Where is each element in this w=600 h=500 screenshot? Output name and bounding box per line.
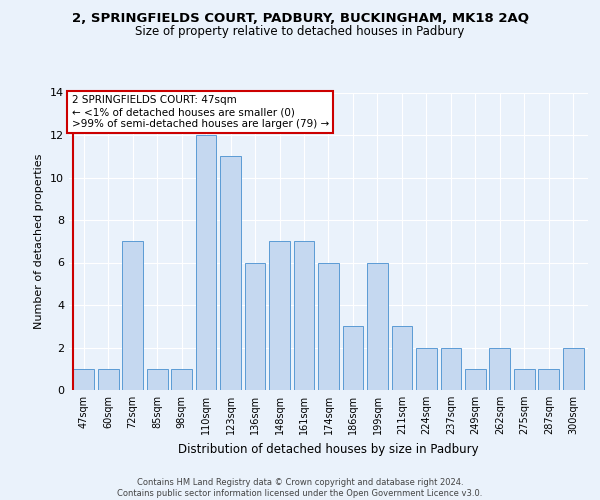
Text: 2 SPRINGFIELDS COURT: 47sqm
← <1% of detached houses are smaller (0)
>99% of sem: 2 SPRINGFIELDS COURT: 47sqm ← <1% of det… (71, 96, 329, 128)
Bar (392, 326, 412, 390)
Bar (440, 348, 461, 390)
Text: Contains HM Land Registry data © Crown copyright and database right 2024.
Contai: Contains HM Land Registry data © Crown c… (118, 478, 482, 498)
Text: 2, SPRINGFIELDS COURT, PADBURY, BUCKINGHAM, MK18 2AQ: 2, SPRINGFIELDS COURT, PADBURY, BUCKINGH… (71, 12, 529, 26)
Bar (171, 369, 192, 390)
Bar (98, 369, 119, 390)
Bar (122, 242, 143, 390)
Bar (269, 242, 290, 390)
Bar (318, 262, 339, 390)
Bar (490, 348, 510, 390)
Bar (514, 369, 535, 390)
Bar (245, 262, 265, 390)
Bar (73, 369, 94, 390)
Bar (416, 348, 437, 390)
Bar (563, 348, 584, 390)
Text: Size of property relative to detached houses in Padbury: Size of property relative to detached ho… (136, 25, 464, 38)
Bar (343, 326, 364, 390)
Bar (196, 135, 217, 390)
Bar (147, 369, 167, 390)
Bar (465, 369, 486, 390)
Y-axis label: Number of detached properties: Number of detached properties (34, 154, 44, 329)
X-axis label: Distribution of detached houses by size in Padbury: Distribution of detached houses by size … (178, 442, 479, 456)
Bar (220, 156, 241, 390)
Bar (538, 369, 559, 390)
Bar (367, 262, 388, 390)
Bar (293, 242, 314, 390)
